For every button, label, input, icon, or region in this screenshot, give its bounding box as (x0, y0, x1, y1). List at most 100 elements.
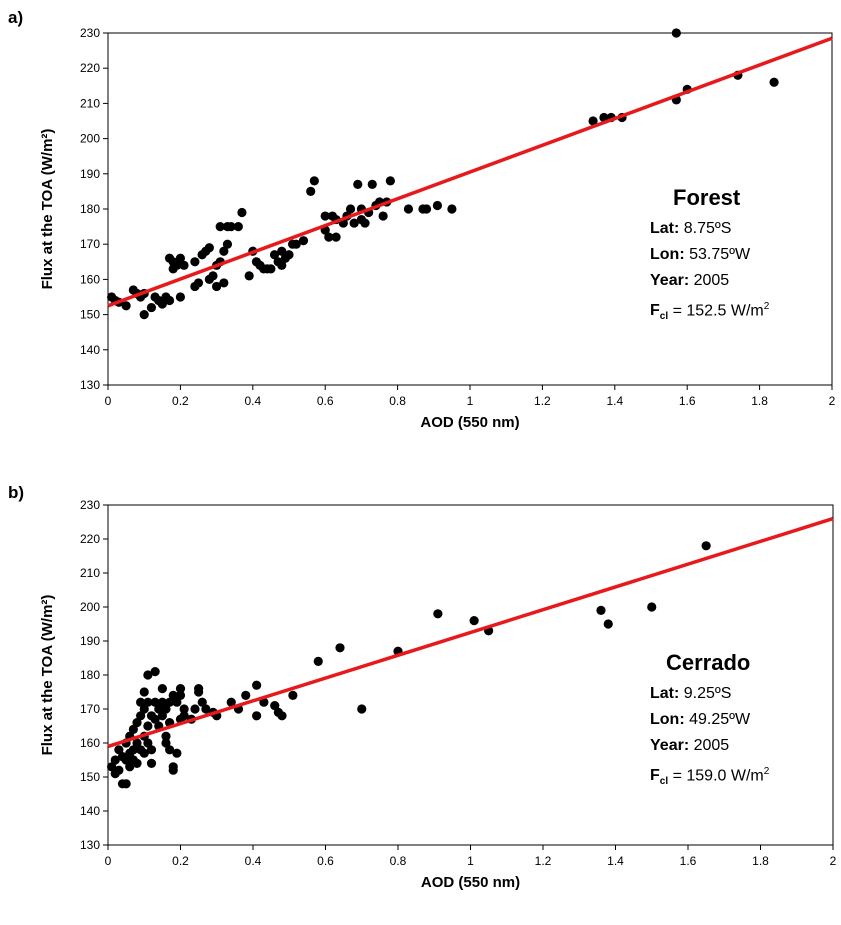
y-tick-label: 170 (80, 702, 100, 716)
data-point (107, 762, 117, 772)
fcl-subscript: cl (659, 311, 669, 323)
data-point (146, 758, 157, 768)
fcl-value: = 152.5 W/m (672, 302, 764, 320)
x-tick-label: 1 (467, 854, 474, 868)
data-point (324, 232, 334, 242)
fcl-line: Fcl = 152.5 W/m2 (650, 294, 769, 331)
x-tick-label: 1.2 (535, 854, 552, 868)
x-tick-label: 0.2 (172, 854, 189, 868)
y-tick-label: 160 (80, 736, 100, 750)
x-tick-label: 1.4 (607, 854, 624, 868)
y-tick-label: 210 (80, 96, 100, 110)
data-point (298, 236, 309, 246)
data-point (219, 246, 229, 256)
data-point (157, 684, 167, 694)
data-point (222, 239, 233, 249)
lat-line: Lat: 9.25ºS (650, 681, 769, 707)
data-point (469, 616, 479, 626)
data-point (769, 77, 779, 87)
data-point (277, 260, 287, 270)
y-tick-label: 220 (80, 532, 100, 546)
y-tick-label: 180 (80, 668, 100, 682)
lat-line: Lat: 8.75ºS (650, 216, 769, 242)
y-tick-label: 160 (80, 272, 100, 286)
y-tick-label: 190 (80, 634, 100, 648)
y-tick-label: 200 (80, 600, 100, 614)
x-tick-label: 1.4 (606, 394, 623, 408)
data-point (306, 186, 316, 196)
data-point (157, 711, 167, 721)
data-point (313, 656, 323, 666)
data-point (168, 690, 178, 700)
y-tick-label: 170 (80, 237, 100, 251)
data-point (128, 745, 138, 755)
data-point (345, 204, 356, 214)
data-point (150, 714, 160, 724)
y-tick-label: 230 (80, 26, 100, 40)
data-point (197, 697, 207, 707)
fcl-label: F (650, 767, 660, 785)
data-point (139, 310, 149, 320)
lon-value: 49.25ºW (689, 711, 751, 728)
data-point (136, 711, 146, 721)
data-point (175, 253, 185, 263)
data-point (226, 697, 236, 707)
year-line: Year: 2005 (650, 733, 769, 759)
data-point (143, 738, 153, 748)
x-tick-label: 2 (829, 394, 836, 408)
data-point (121, 301, 131, 311)
data-point (701, 541, 711, 551)
data-point (121, 779, 131, 789)
data-point (157, 697, 167, 707)
x-tick-label: 2 (830, 854, 837, 868)
fcl-line: Fcl = 159.0 W/m2 (650, 759, 769, 796)
data-point (309, 176, 319, 186)
data-point (596, 605, 606, 615)
data-point (233, 222, 243, 232)
y-tick-label: 150 (80, 770, 100, 784)
data-point (215, 222, 225, 232)
data-point (179, 260, 189, 270)
data-point (154, 704, 164, 714)
chart-panel-a: a) 0 0.2 0.4 0.6 0.8 1 1.2 1.4 1.6 1.8 2 130 140 150 1… (0, 0, 841, 450)
y-tick-label: 130 (80, 378, 100, 392)
data-point (190, 704, 200, 714)
y-axis-title: Flux at the TOA (W/m²) (39, 595, 56, 756)
data-point (121, 755, 131, 765)
x-tick-label: 0.6 (317, 394, 334, 408)
data-point (647, 602, 657, 612)
fcl-superscript: 2 (763, 766, 770, 777)
scatter-plot: 0 0.2 0.4 0.6 0.8 1 1.2 1.4 1.6 1.8 2 130 140 150 160 1… (39, 26, 836, 431)
data-point (132, 758, 142, 768)
data-point (288, 690, 298, 700)
x-tick-label: 0 (105, 394, 112, 408)
data-point (385, 176, 395, 186)
annotation-box: Cerrado Lat: 9.25ºS Lon: 49.25ºW Year: 2… (650, 650, 769, 796)
data-point (277, 711, 287, 721)
lon-value: 53.75ºW (689, 246, 751, 263)
data-point (139, 687, 149, 697)
lat-value: 8.75ºS (683, 220, 732, 237)
plot-frame (107, 504, 834, 846)
data-point (139, 704, 149, 714)
y-tick-label: 180 (80, 202, 100, 216)
data-point (603, 619, 613, 629)
data-point (378, 211, 388, 221)
data-point (252, 680, 262, 690)
data-point (599, 112, 609, 123)
data-point (353, 179, 363, 189)
x-tick-label: 1.2 (534, 394, 551, 408)
data-point (150, 667, 160, 677)
site-title: Forest (673, 185, 741, 210)
chart-panel-b: b) 0 0.2 0.4 0.6 0.8 1 1.2 1.4 1.6 1.8 2 130 140 150 1… (0, 475, 841, 925)
data-point (284, 250, 294, 260)
year-line: Year: 2005 (650, 268, 769, 294)
data-point (237, 207, 247, 218)
data-point (212, 281, 222, 292)
data-point (175, 684, 186, 694)
data-point (266, 264, 276, 274)
data-point (161, 704, 171, 714)
y-axis-title: Flux at the TOA (W/m²) (39, 129, 56, 290)
data-point (226, 222, 236, 232)
y-tick-label: 220 (80, 61, 100, 75)
